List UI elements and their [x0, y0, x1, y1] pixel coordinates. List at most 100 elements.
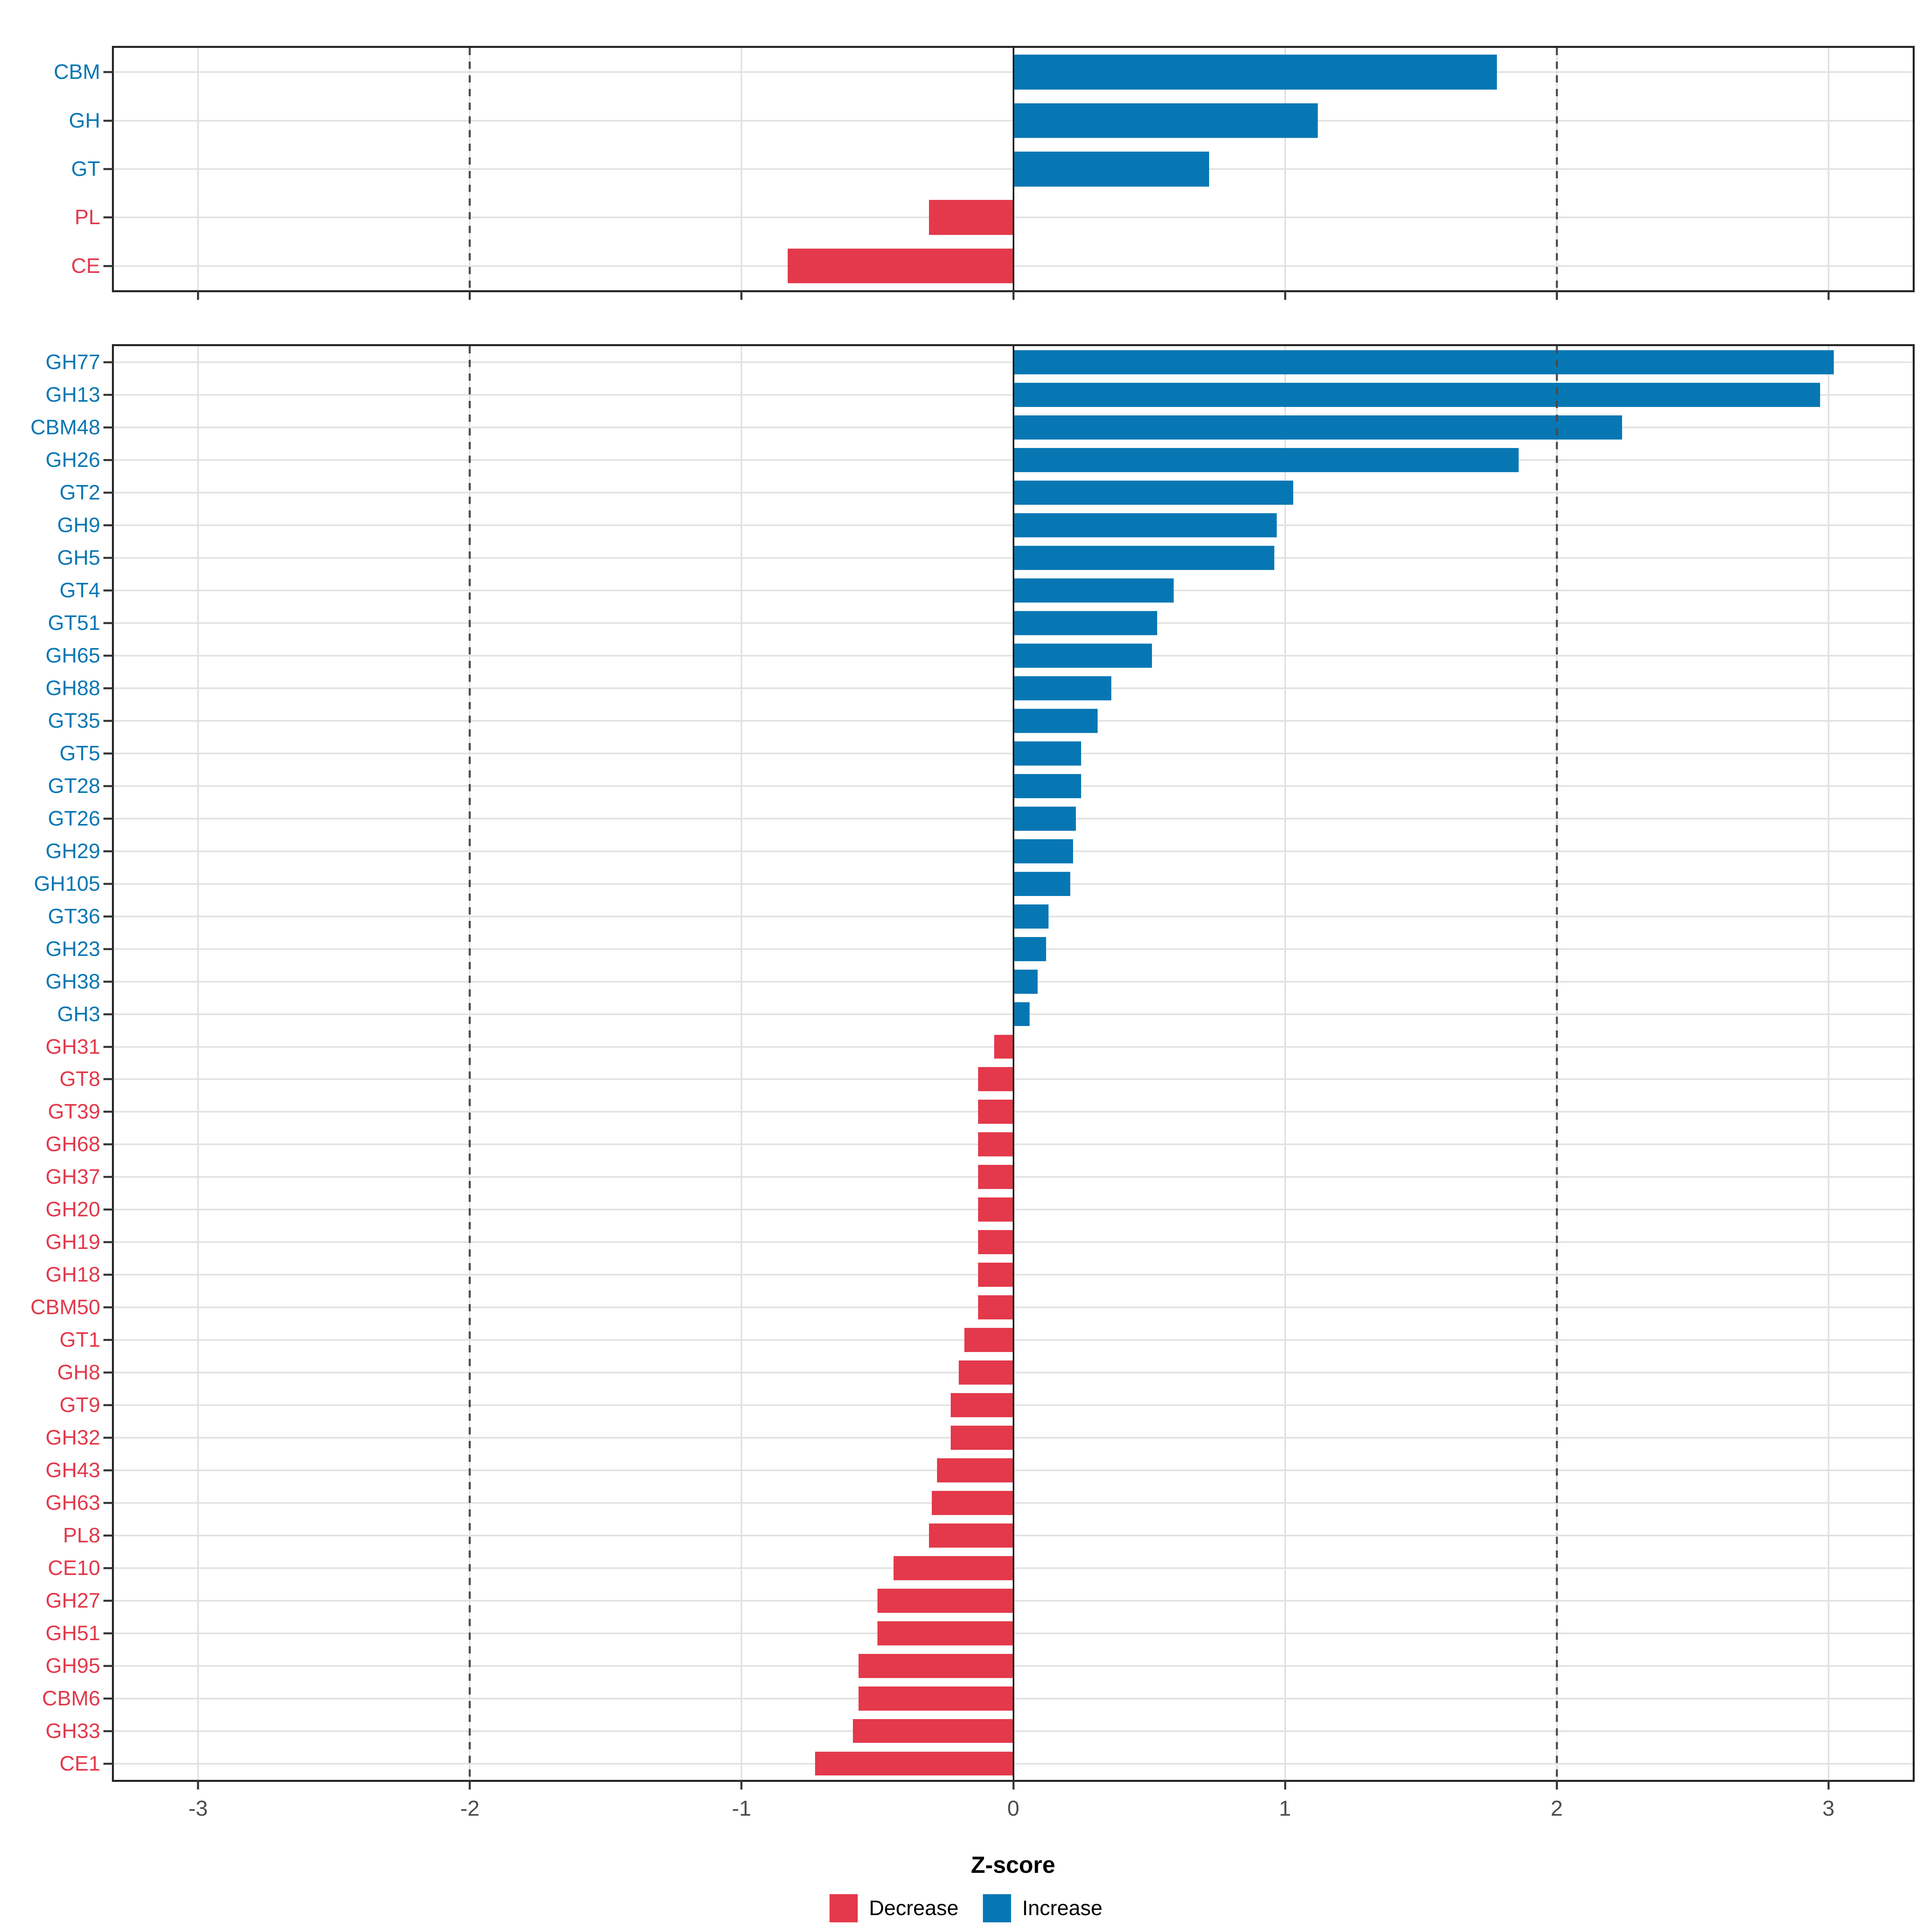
bar-gt39 — [978, 1100, 1013, 1124]
legend-item-decrease: Decrease — [829, 1894, 959, 1922]
y-axis-tick — [103, 817, 114, 820]
y-axis-tick — [103, 980, 114, 983]
y-axis-tick — [103, 1730, 114, 1732]
category-label-gh29: GH29 — [45, 839, 100, 863]
panel-enzyme-family-plot-area: GH77 GH13 CBM48 GH26 GT2 GH9 GH5 GT4 GT51 GH65 GH8… — [31, 346, 1913, 1819]
category-label-gt5: GT5 — [59, 741, 100, 765]
bar-gh43 — [937, 1458, 1013, 1482]
bar-gh5 — [1013, 546, 1274, 570]
y-axis-tick — [103, 785, 114, 787]
bar-gh88 — [1013, 676, 1111, 700]
dashed-reference-line — [469, 48, 471, 290]
y-axis-tick — [103, 1534, 114, 1537]
category-label-pl: PL — [74, 206, 100, 229]
x-axis-tick-label: -1 — [732, 1796, 751, 1821]
bar-gt9 — [951, 1393, 1013, 1417]
category-label-gh51: GH51 — [45, 1621, 100, 1645]
panel-enzyme-family: GH77 GH13 CBM48 GH26 GT2 GH9 GH5 GT4 GT51 GH65 GH8… — [31, 344, 1915, 1819]
y-axis-tick — [103, 1437, 114, 1439]
x-axis-tick-label: 1 — [1279, 1796, 1291, 1821]
category-label-gh18: GH18 — [45, 1263, 100, 1287]
category-label-gt26: GT26 — [47, 807, 100, 830]
x-axis-tick — [1012, 290, 1014, 300]
y-axis-tick — [103, 915, 114, 918]
bar-pl — [929, 200, 1013, 235]
x-axis-tick-label: 3 — [1822, 1796, 1835, 1821]
category-label-gh20: GH20 — [45, 1198, 100, 1222]
bar-gh32 — [951, 1426, 1013, 1450]
bar-gh9 — [1013, 513, 1277, 538]
y-axis-tick — [103, 1143, 114, 1146]
category-label-gt36: GT36 — [47, 904, 100, 928]
category-label-gt1: GT1 — [59, 1328, 100, 1352]
bar-gt36 — [1013, 904, 1049, 929]
y-axis-tick — [103, 883, 114, 885]
category-label-ce1: CE1 — [59, 1752, 100, 1775]
y-axis-tick — [103, 1078, 114, 1080]
category-label-gh37: GH37 — [45, 1165, 100, 1189]
bar-gh26 — [1013, 448, 1519, 473]
bar-gh65 — [1013, 644, 1152, 668]
x-axis-tick — [740, 290, 743, 300]
y-axis-tick — [103, 850, 114, 852]
y-axis-tick — [103, 1404, 114, 1406]
y-axis-tick — [103, 1306, 114, 1309]
x-axis-tick — [197, 290, 199, 300]
bar-gt1 — [964, 1328, 1013, 1352]
decrease-color-swatch — [829, 1894, 858, 1922]
bar-gt28 — [1013, 774, 1082, 798]
category-label-gh27: GH27 — [45, 1589, 100, 1612]
bar-gh8 — [959, 1360, 1013, 1385]
zero-line — [1012, 346, 1014, 1780]
category-label-gt: GT — [71, 157, 100, 181]
y-axis-tick — [103, 265, 114, 267]
y-axis-tick — [103, 1502, 114, 1504]
vertical-gridline — [741, 346, 743, 1780]
y-axis-tick — [103, 361, 114, 363]
x-axis-tick — [1284, 290, 1286, 300]
y-axis-tick — [103, 1697, 114, 1700]
y-axis-tick — [103, 948, 114, 950]
bar-gh63 — [931, 1490, 1013, 1515]
y-axis-tick — [103, 1371, 114, 1374]
category-label-cbm48: CBM48 — [30, 416, 100, 440]
y-axis-tick — [103, 1632, 114, 1635]
y-axis-tick — [103, 1339, 114, 1341]
category-label-gt39: GT39 — [47, 1100, 100, 1124]
legend-label-decrease: Decrease — [869, 1897, 959, 1920]
bar-gh37 — [978, 1165, 1013, 1189]
x-axis-title: Z-score — [971, 1852, 1055, 1878]
category-label-gh38: GH38 — [45, 970, 100, 993]
legend-item-increase: Increase — [983, 1894, 1102, 1922]
x-axis-tick — [1284, 1780, 1286, 1790]
y-axis-tick — [103, 216, 114, 219]
category-label-gh33: GH33 — [45, 1719, 100, 1743]
category-label-gh5: GH5 — [57, 546, 100, 570]
zero-line — [1012, 48, 1014, 290]
bar-cbm — [1013, 54, 1497, 90]
bar-gt4 — [1013, 578, 1174, 603]
y-axis-tick — [103, 1208, 114, 1211]
category-label-cbm: CBM — [54, 60, 100, 84]
y-axis-tick — [103, 654, 114, 657]
category-label-ce: CE — [71, 254, 100, 278]
dashed-reference-line — [469, 346, 471, 1780]
vertical-gridline — [1827, 346, 1829, 1780]
x-axis-tick-label: 2 — [1550, 1796, 1563, 1821]
bar-gh51 — [877, 1621, 1013, 1645]
y-axis-tick — [103, 1274, 114, 1276]
bar-gt35 — [1013, 709, 1098, 733]
bar-gh23 — [1013, 937, 1046, 961]
bar-gh — [1013, 103, 1318, 138]
bar-ce1 — [815, 1751, 1013, 1776]
category-label-gh68: GH68 — [45, 1133, 100, 1156]
bar-gt8 — [978, 1067, 1013, 1092]
bar-gh18 — [978, 1263, 1013, 1287]
category-label-gh105: GH105 — [34, 872, 100, 896]
y-axis-tick — [103, 622, 114, 624]
category-label-gh9: GH9 — [57, 514, 100, 537]
y-axis-tick — [103, 1665, 114, 1667]
x-axis-tick-label: 0 — [1007, 1796, 1020, 1821]
y-axis-tick — [103, 720, 114, 722]
y-axis-tick — [103, 524, 114, 526]
